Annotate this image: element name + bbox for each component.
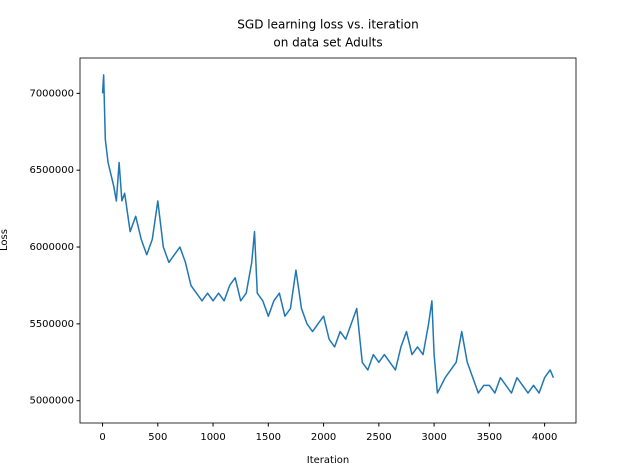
x-tick-label: 1000 bbox=[200, 432, 225, 443]
x-tick-label: 3000 bbox=[421, 432, 446, 443]
y-tick-label: 5000000 bbox=[29, 396, 74, 407]
data-line bbox=[101, 74, 555, 394]
x-tick-label: 2500 bbox=[366, 432, 391, 443]
x-tick-label: 500 bbox=[148, 432, 167, 443]
x-tick-label: 2000 bbox=[311, 432, 336, 443]
plot-frame bbox=[79, 57, 577, 424]
chart-subtitle: on data set Adults bbox=[273, 36, 382, 50]
x-tick-label: 4000 bbox=[532, 432, 557, 443]
chart-title: SGD learning loss vs. iteration bbox=[237, 18, 418, 32]
y-tick-label: 5500000 bbox=[29, 319, 74, 330]
x-tick-label: 0 bbox=[99, 432, 105, 443]
y-tick-label: 6000000 bbox=[29, 242, 74, 253]
x-tick-label: 1500 bbox=[256, 432, 281, 443]
x-tick-label: 3500 bbox=[477, 432, 502, 443]
y-tick-label: 6500000 bbox=[29, 165, 74, 176]
y-axis-label: Loss bbox=[0, 229, 10, 251]
x-axis-label: Iteration bbox=[307, 455, 349, 466]
y-tick-label: 7000000 bbox=[29, 88, 74, 99]
